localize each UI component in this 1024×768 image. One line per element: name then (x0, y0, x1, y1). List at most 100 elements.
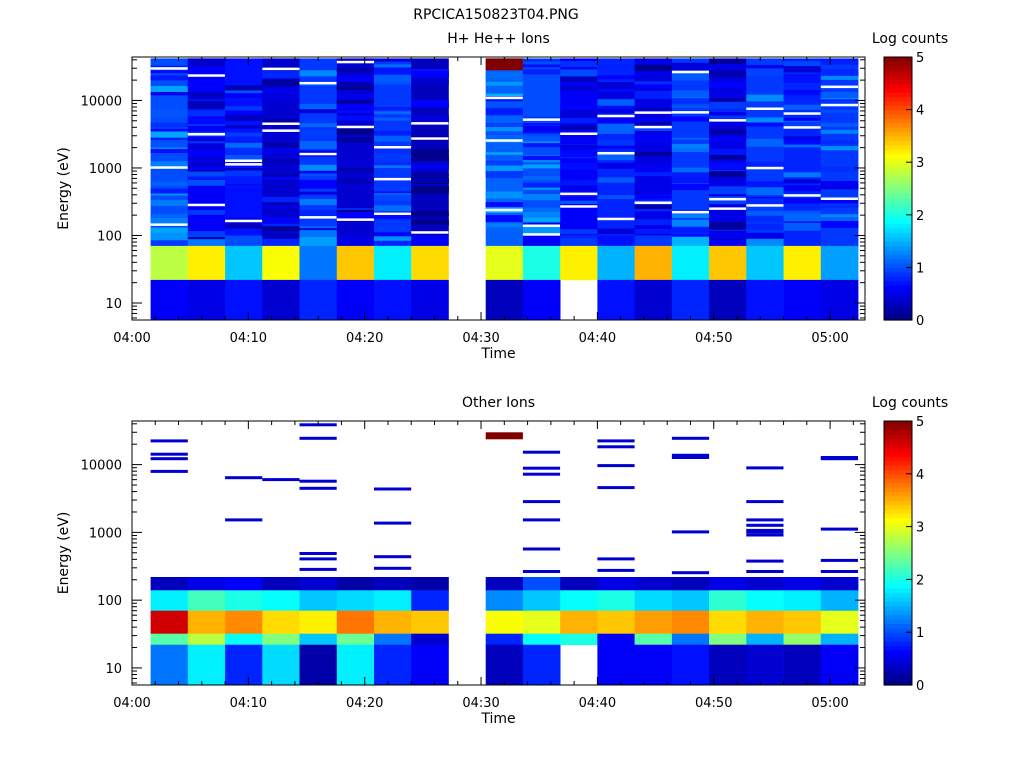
heatmap-cell (336, 235, 375, 247)
colorbar-tick-label: 5 (916, 51, 924, 66)
figure-title: RPCICA150823T04.PNG (413, 7, 578, 23)
x-tick-label: 04:20 (346, 331, 383, 346)
colorbar-swatch (884, 619, 912, 624)
heatmap-cell (374, 577, 412, 591)
heatmap-gap (709, 197, 747, 201)
colorbar-swatch (884, 667, 912, 673)
event-mark (522, 570, 561, 573)
heatmap-gap (560, 205, 598, 208)
y-tick-label: 1000 (89, 526, 122, 541)
x-tick-label: 04:00 (113, 331, 150, 346)
heatmap-cell (374, 610, 412, 635)
heatmap-cell (336, 82, 375, 90)
heatmap-cell (746, 245, 784, 281)
heatmap-cell (262, 197, 300, 202)
heatmap-cell (671, 73, 710, 81)
heatmap-cell (485, 154, 524, 159)
colorbar-swatch (884, 184, 912, 190)
heatmap-cell (225, 85, 263, 91)
heatmap-cell (411, 177, 449, 183)
heatmap-cell (522, 143, 561, 148)
colorbar-swatch (884, 641, 912, 646)
event-mark (374, 521, 412, 525)
heatmap-cell (597, 139, 635, 146)
colorbar-tick-label: 3 (916, 521, 924, 536)
heatmap-cell (709, 279, 747, 321)
event-mark (671, 530, 710, 534)
heatmap-cell (225, 235, 263, 247)
heatmap-cell (820, 633, 859, 646)
heatmap-cell (262, 70, 300, 79)
colorbar-swatch (884, 680, 912, 686)
heatmap-gap (485, 96, 523, 100)
colorbar-swatch (884, 447, 912, 453)
heatmap-cell (522, 644, 561, 686)
colorbar-swatch (884, 267, 912, 273)
event-mark (671, 453, 710, 457)
event-mark (746, 533, 784, 537)
heatmap-cell (374, 135, 412, 142)
colorbar-swatch (884, 65, 912, 71)
heatmap-cell (225, 142, 263, 150)
heatmap-cell (709, 137, 747, 142)
heatmap-cell (746, 215, 784, 222)
colorbar-swatch (884, 645, 912, 651)
heatmap-cell (187, 633, 226, 646)
colorbar-swatch (884, 526, 912, 532)
heatmap-cell (262, 230, 300, 239)
heatmap-cell (560, 61, 598, 67)
heatmap-cell (150, 188, 189, 194)
event-mark (746, 559, 784, 563)
heatmap-cell (783, 74, 822, 81)
heatmap-cell (262, 633, 300, 646)
heatmap-cell (262, 590, 300, 612)
heatmap-cell (485, 245, 524, 281)
heatmap-cell (560, 235, 598, 247)
heatmap-cell (783, 65, 822, 73)
colorbar-swatch (884, 654, 912, 660)
colorbar-swatch (884, 241, 912, 247)
heatmap-cell (820, 109, 859, 113)
heatmap-cell (783, 172, 822, 178)
heatmap-cell (783, 644, 822, 686)
heatmap-cell (746, 187, 784, 195)
heatmap-cell (485, 164, 524, 172)
event-mark (746, 530, 784, 534)
heatmap-cells (150, 423, 859, 686)
heatmap-cell (262, 226, 300, 232)
heatmap-gap (411, 122, 449, 125)
heatmap-cell (522, 176, 561, 180)
heatmap-cell (411, 235, 449, 247)
x-tick-label: 05:00 (811, 696, 848, 711)
heatmap-cell (783, 279, 822, 321)
heatmap-cell (485, 191, 524, 199)
event-mark (597, 439, 635, 443)
colorbar-swatch (884, 236, 912, 242)
colorbar-tick-label: 0 (916, 679, 924, 694)
heatmap-cell (560, 199, 598, 204)
heatmap-cell (597, 82, 635, 89)
heatmap-cell (374, 195, 412, 202)
heatmap-cell (374, 214, 412, 220)
colorbar-swatch (884, 96, 912, 102)
heatmap-cell (336, 163, 375, 168)
heatmap-cell (746, 68, 784, 77)
heatmap-cell (597, 99, 635, 106)
heatmap-cell (262, 86, 300, 94)
heatmap-gap (374, 212, 412, 215)
heatmap-cell (485, 119, 524, 128)
heatmap-cell (634, 235, 673, 247)
heatmap-gap (485, 139, 523, 142)
heatmap-cell (634, 219, 673, 226)
colorbar-tick-label: 0 (916, 314, 924, 329)
heatmap-cell (411, 164, 449, 171)
heatmap-cell (336, 590, 375, 612)
heatmap-cell (225, 577, 263, 591)
heatmap-cell (709, 126, 747, 134)
heatmap-cell (634, 104, 673, 109)
heatmap-cell (225, 644, 263, 686)
heatmap-cell (299, 173, 338, 179)
heatmap-gap (746, 107, 784, 110)
colorbar-tick-label: 3 (916, 156, 924, 171)
event-mark (374, 555, 412, 559)
